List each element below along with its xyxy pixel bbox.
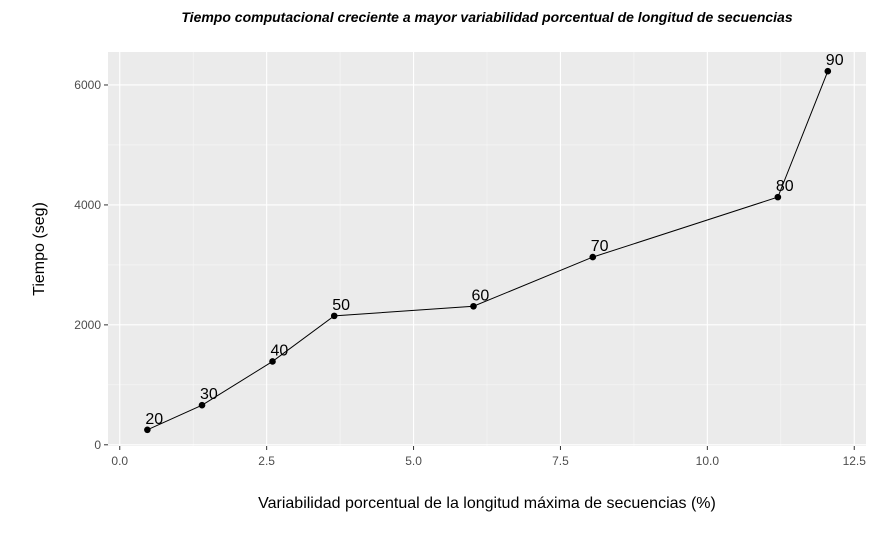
x-axis: 0.0 2.5 5.0 7.5 10.0 12.5 [111,446,866,468]
x-tick-label: 0.0 [111,454,128,468]
data-label: 80 [776,178,794,195]
y-axis-title: Tiempo (seg) [31,202,48,296]
x-tick-label: 2.5 [258,454,275,468]
chart-title: Tiempo computacional creciente a mayor v… [181,9,792,25]
data-label: 60 [471,287,489,304]
data-label: 20 [145,411,163,428]
grid-major [108,52,866,446]
x-tick-label: 5.0 [405,454,422,468]
data-point [774,193,782,201]
y-axis: 0 2000 4000 6000 [74,78,108,452]
y-tick-label: 6000 [74,78,101,92]
data-label: 70 [591,238,609,255]
y-tick-label: 2000 [74,318,101,332]
x-tick-label: 10.0 [696,454,720,468]
data-point [144,426,151,434]
data-point [269,358,276,365]
series-line [147,71,829,431]
data-point [330,312,338,320]
data-label: 30 [200,386,218,403]
data-point [198,401,206,409]
data-point [470,302,477,310]
grid-minor [108,52,866,446]
data-label: 90 [826,52,844,69]
plot-series: 20 30 40 50 60 70 80 90 [144,52,844,434]
data-label: 40 [271,342,289,359]
x-tick-label: 12.5 [843,454,867,468]
y-tick-label: 4000 [74,198,101,212]
y-tick-label: 0 [94,438,101,452]
x-tick-label: 7.5 [552,454,569,468]
x-axis-title: Variabilidad porcentual de la longitud m… [258,495,716,512]
data-point [824,67,832,75]
data-label: 50 [332,297,350,314]
data-point [589,253,597,261]
